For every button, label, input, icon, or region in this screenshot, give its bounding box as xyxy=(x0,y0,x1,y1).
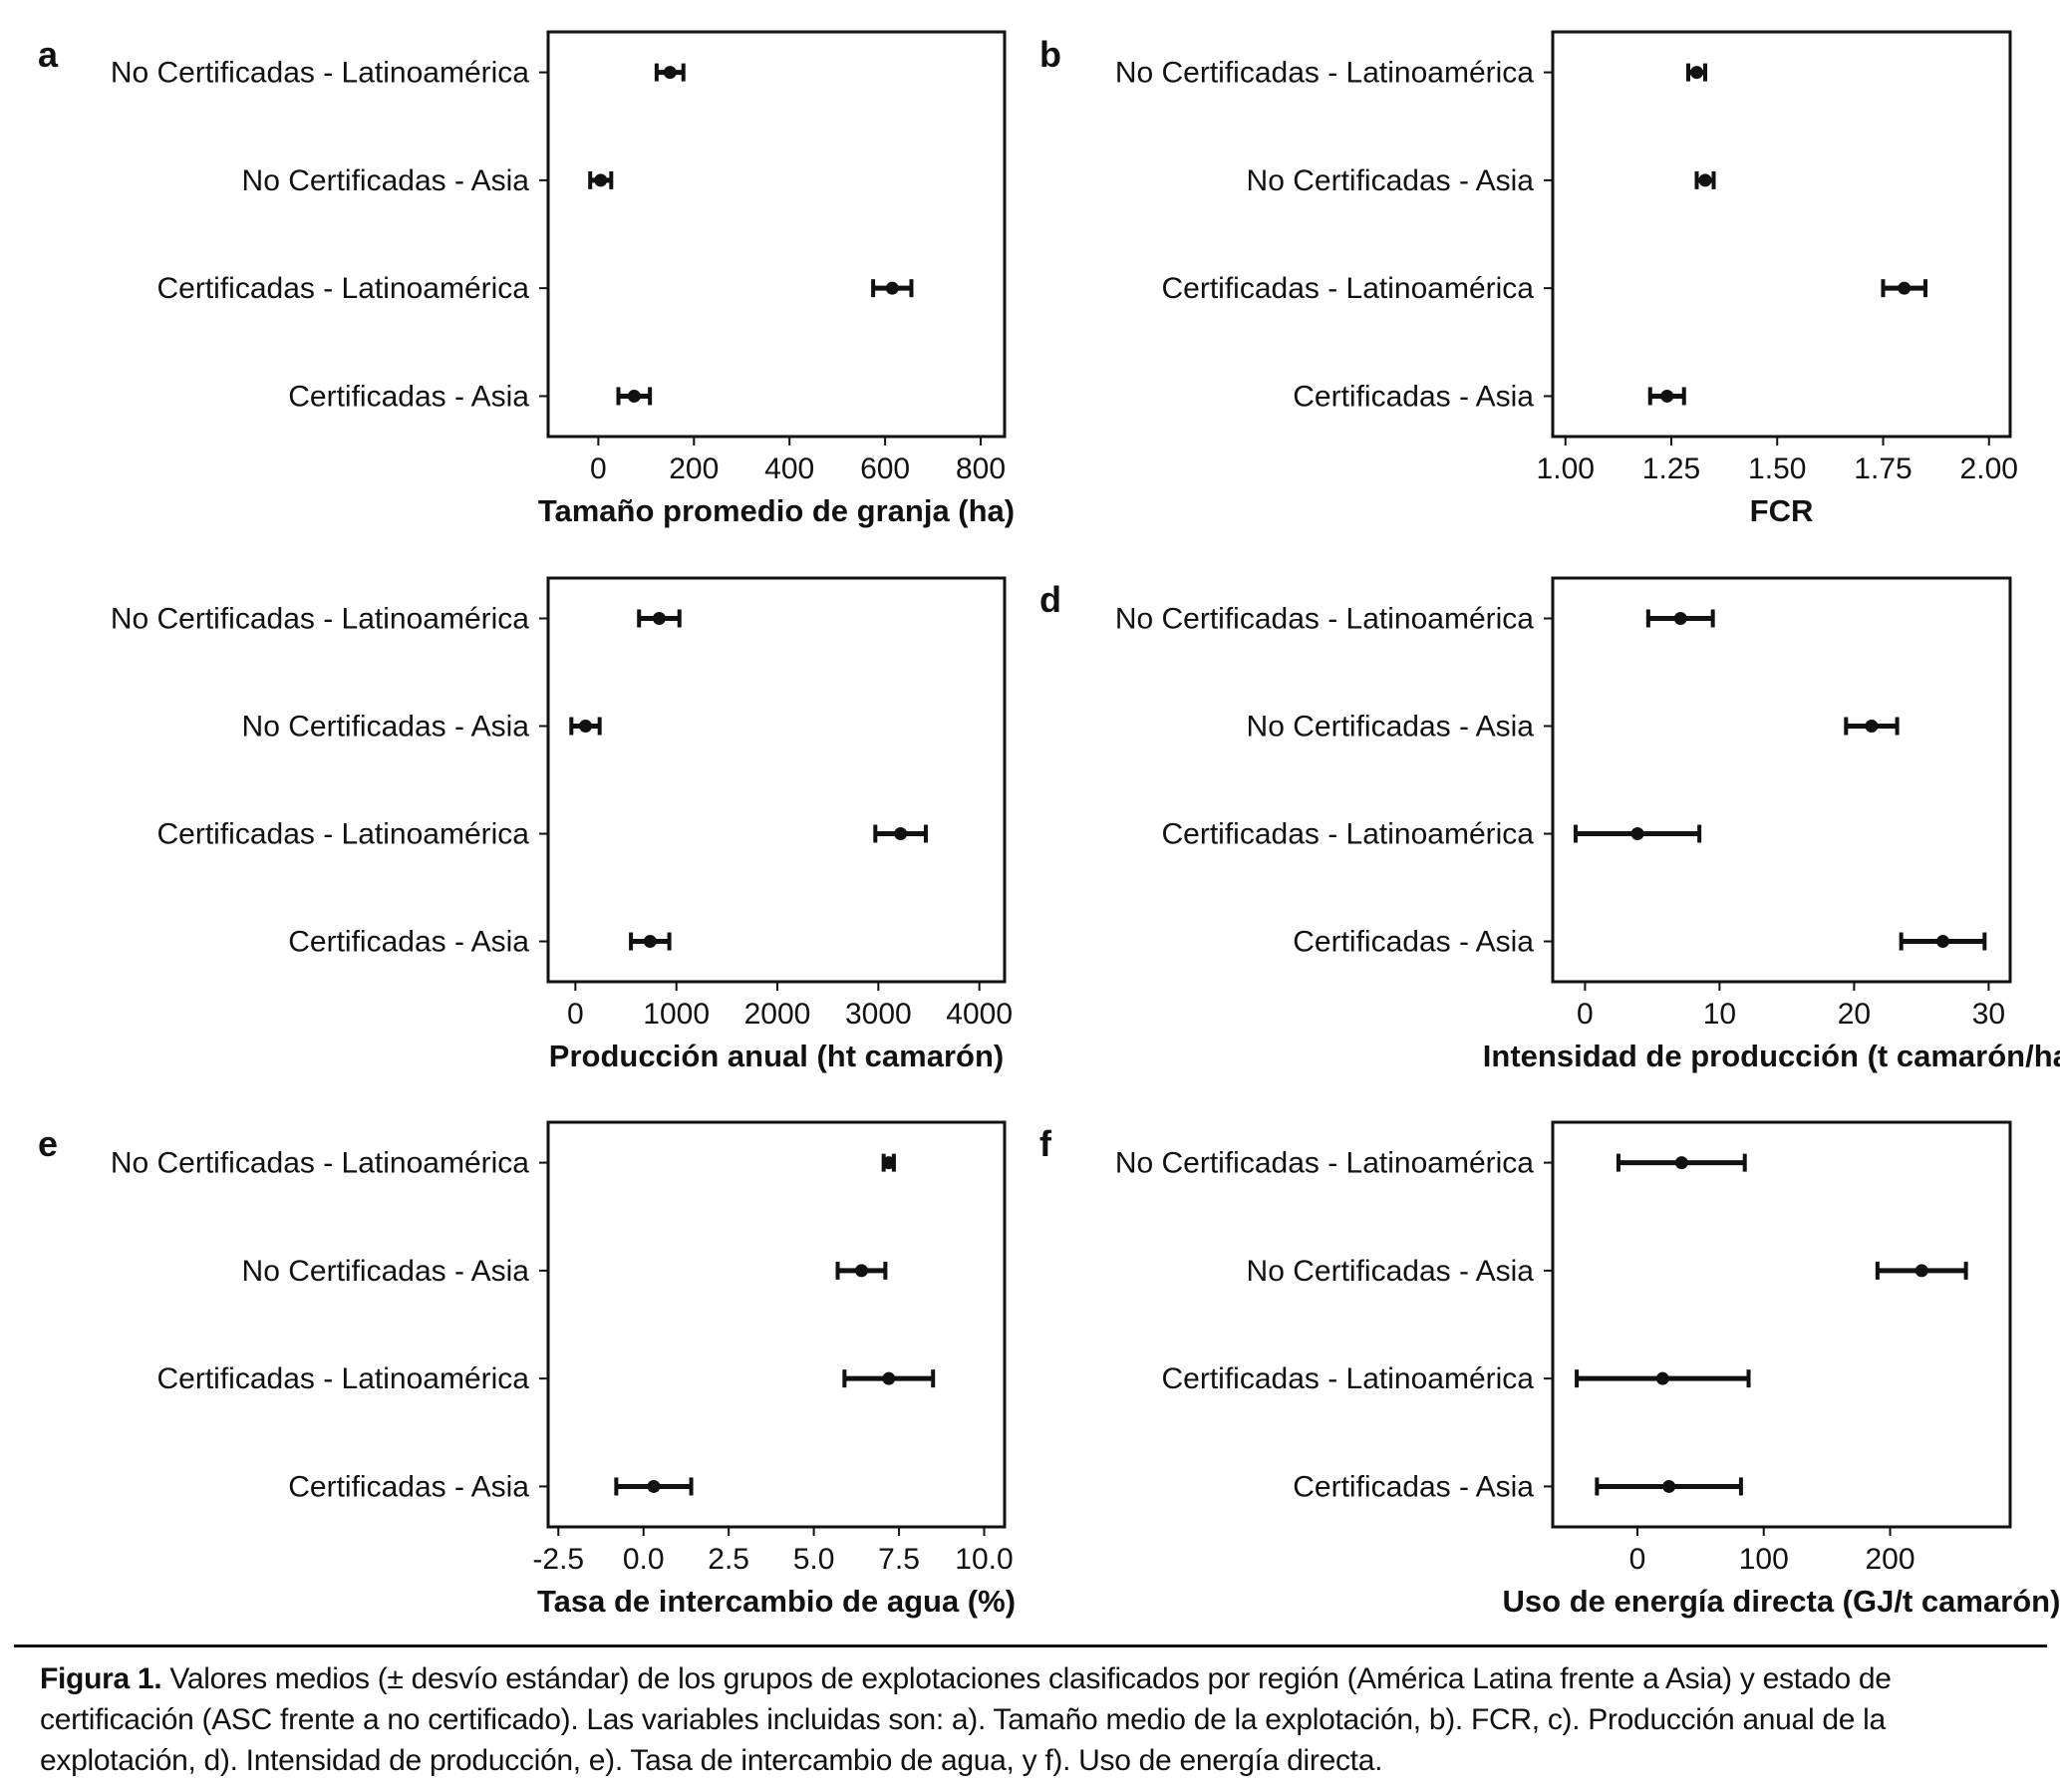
x-tick-label: 1.00 xyxy=(1537,452,1595,485)
panel-a-letter: a xyxy=(38,34,59,75)
caption-label: Figura 1. xyxy=(40,1662,162,1695)
mean-point xyxy=(1698,173,1712,187)
panel-d-xlabel: Intensidad de producción (t camarón/ha) xyxy=(1483,1039,2060,1073)
category-label: Certificadas - Asia xyxy=(1293,380,1534,413)
mean-point xyxy=(894,827,908,841)
x-tick-label: 200 xyxy=(669,452,719,485)
category-label: No Certificadas - Asia xyxy=(1247,1255,1535,1288)
category-label: Certificadas - Asia xyxy=(288,380,529,413)
x-tick-label: 1.25 xyxy=(1642,452,1700,485)
category-label: No Certificadas - Asia xyxy=(1247,164,1535,197)
x-tick-label: 0.0 xyxy=(623,1543,665,1576)
x-tick-label: 1.50 xyxy=(1748,452,1806,485)
mean-point xyxy=(882,1371,896,1385)
figure-caption: Figura 1. Valores medios (± desvío están… xyxy=(40,1658,2023,1781)
panel-b-frame xyxy=(1551,30,2012,439)
mean-point xyxy=(643,935,657,949)
category-label: Certificadas - Latinoamérica xyxy=(1162,272,1535,305)
mean-point xyxy=(1660,389,1674,403)
mean-point xyxy=(1674,1156,1688,1170)
category-label: No Certificadas - Latinoamérica xyxy=(111,1147,529,1180)
category-label: Certificadas - Asia xyxy=(1293,1470,1534,1503)
mean-point xyxy=(1865,720,1879,734)
x-tick-label: 10.0 xyxy=(955,1543,1013,1576)
mean-point xyxy=(1898,281,1912,295)
x-tick-label: 4000 xyxy=(946,998,1013,1031)
mean-point xyxy=(647,1479,661,1493)
x-tick-label: 800 xyxy=(956,452,1006,485)
category-label: No Certificadas - Latinoamérica xyxy=(1115,57,1534,90)
mean-point xyxy=(1662,1479,1676,1493)
x-tick-label: 7.5 xyxy=(878,1543,920,1576)
mean-point xyxy=(594,173,608,187)
category-label: Certificadas - Latinoamérica xyxy=(157,272,530,305)
category-label: Certificadas - Asia xyxy=(288,1470,529,1503)
category-label: No Certificadas - Latinoamérica xyxy=(111,57,529,90)
panel-a-xlabel: Tamaño promedio de granja (ha) xyxy=(538,493,1015,528)
caption-rule xyxy=(14,1644,2047,1647)
category-label: No Certificadas - Asia xyxy=(242,1255,530,1288)
mean-point xyxy=(854,1264,868,1278)
mean-point xyxy=(1914,1264,1928,1278)
mean-point xyxy=(885,281,899,295)
x-tick-label: 400 xyxy=(764,452,814,485)
mean-point xyxy=(652,612,666,625)
panel-d-letter: d xyxy=(1039,579,1061,620)
x-tick-label: 100 xyxy=(1739,1543,1789,1576)
category-label: Certificadas - Latinoamérica xyxy=(1162,1362,1535,1395)
panel-e-frame xyxy=(546,1120,1007,1529)
category-label: Certificadas - Latinoamérica xyxy=(157,818,530,851)
figure-panels: a No Certificadas - Latinoamérica No Certi… xyxy=(38,30,2060,1619)
mean-point xyxy=(1936,935,1949,949)
x-tick-label: 1.75 xyxy=(1854,452,1912,485)
category-label: No Certificadas - Asia xyxy=(242,711,530,744)
mean-point xyxy=(1673,612,1687,625)
x-tick-label: 30 xyxy=(1972,998,2005,1031)
panel-f-frame xyxy=(1551,1120,2012,1529)
x-tick-label: 5.0 xyxy=(793,1543,835,1576)
x-tick-label: 2.5 xyxy=(708,1543,749,1576)
panel-e-xlabel: Tasa de intercambio de agua (%) xyxy=(537,1584,1016,1619)
mean-point xyxy=(578,720,592,734)
panel-f-xlabel: Uso de energía directa (GJ/t camarón) xyxy=(1503,1584,2060,1619)
mean-point xyxy=(882,1156,896,1170)
x-tick-label: 1000 xyxy=(643,998,710,1031)
x-tick-label: 2.00 xyxy=(1960,452,2018,485)
x-tick-label: 200 xyxy=(1866,1543,1915,1576)
category-label: No Certificadas - Latinoamérica xyxy=(111,603,529,636)
x-tick-label: -2.5 xyxy=(532,1543,584,1576)
category-label: Certificadas - Latinoamérica xyxy=(157,1362,530,1395)
category-label: No Certificadas - Asia xyxy=(1247,711,1535,744)
mean-point xyxy=(663,66,677,80)
panel-d-frame xyxy=(1551,576,2012,984)
panel-b-letter: b xyxy=(1039,34,1061,75)
mean-point xyxy=(1690,66,1703,80)
category-label: No Certificadas - Latinoamérica xyxy=(1115,1147,1534,1180)
caption-text: Valores medios (± desvío estándar) de lo… xyxy=(40,1662,1892,1777)
x-tick-label: 10 xyxy=(1703,998,1736,1031)
mean-point xyxy=(1630,827,1644,841)
category-label: Certificadas - Latinoamérica xyxy=(1162,818,1535,851)
mean-point xyxy=(627,389,641,403)
panel-e-letter: e xyxy=(38,1123,58,1164)
x-tick-label: 0 xyxy=(590,452,607,485)
x-tick-label: 20 xyxy=(1838,998,1871,1031)
mean-point xyxy=(1655,1371,1669,1385)
panel-c-xlabel: Producción anual (ht camarón) xyxy=(549,1039,1004,1073)
category-label: No Certificadas - Latinoamérica xyxy=(1115,603,1534,636)
x-tick-label: 0 xyxy=(1629,1543,1646,1576)
panel-f-letter: f xyxy=(1039,1123,1052,1164)
x-tick-label: 2000 xyxy=(744,998,811,1031)
panel-c-frame xyxy=(546,576,1007,984)
x-tick-label: 600 xyxy=(860,452,910,485)
category-label: Certificadas - Asia xyxy=(1293,926,1534,959)
x-tick-label: 3000 xyxy=(845,998,912,1031)
panel-a-frame xyxy=(546,30,1007,439)
panel-b-xlabel: FCR xyxy=(1750,493,1814,528)
category-label: No Certificadas - Asia xyxy=(242,164,530,197)
x-tick-label: 0 xyxy=(1577,998,1594,1031)
category-label: Certificadas - Asia xyxy=(288,926,529,959)
x-tick-label: 0 xyxy=(567,998,584,1031)
